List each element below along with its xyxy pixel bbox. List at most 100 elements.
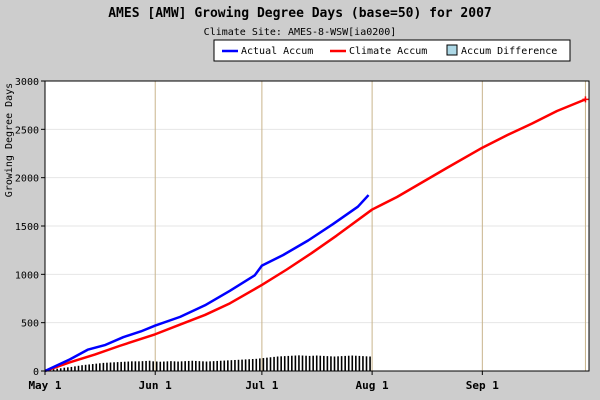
- difference-bar: [195, 360, 197, 371]
- difference-bar: [106, 362, 108, 371]
- difference-bar: [187, 360, 190, 371]
- x-tick-label: Aug 1: [356, 379, 389, 392]
- difference-bar: [91, 364, 94, 371]
- difference-bar: [355, 355, 357, 371]
- difference-bar: [81, 365, 83, 371]
- difference-bar: [301, 355, 304, 371]
- difference-bar: [283, 356, 286, 371]
- legend-label-climate: Climate Accum: [349, 46, 427, 57]
- y-tick-label: 3000: [15, 77, 39, 88]
- difference-bar: [63, 367, 66, 371]
- difference-bar: [216, 360, 218, 371]
- difference-bar: [266, 357, 268, 371]
- difference-bar: [56, 368, 58, 371]
- difference-bar: [315, 355, 318, 371]
- difference-bar: [152, 361, 154, 371]
- difference-bar: [287, 355, 290, 371]
- difference-bar: [255, 358, 258, 371]
- difference-bar: [369, 356, 371, 371]
- difference-bars: [45, 355, 371, 371]
- difference-bar: [180, 361, 183, 371]
- y-tick-label: 1500: [15, 222, 39, 233]
- difference-bar: [191, 360, 194, 371]
- x-tick-label: Jul 1: [245, 379, 278, 392]
- legend-box: [213, 39, 571, 62]
- y-tick-label: 1000: [15, 270, 39, 281]
- difference-bar: [319, 355, 322, 371]
- difference-bar: [52, 369, 55, 371]
- difference-bar: [337, 356, 339, 371]
- difference-bar: [109, 362, 112, 371]
- difference-bar: [141, 361, 144, 371]
- difference-bar: [326, 356, 329, 371]
- difference-bar: [120, 361, 122, 371]
- difference-bar: [84, 364, 87, 371]
- difference-bar: [347, 355, 350, 371]
- difference-bar: [276, 356, 279, 371]
- difference-bar: [77, 365, 80, 371]
- actual-accum-line: [44, 194, 370, 373]
- difference-bar: [351, 355, 354, 371]
- difference-bar: [177, 361, 179, 371]
- difference-bar: [74, 366, 76, 371]
- difference-bar: [166, 361, 169, 371]
- difference-bar: [340, 356, 343, 371]
- difference-bar: [145, 360, 147, 371]
- difference-bar: [362, 356, 364, 371]
- difference-bar: [209, 361, 211, 371]
- difference-bar: [234, 359, 236, 371]
- difference-bar: [127, 361, 130, 371]
- difference-bar: [198, 361, 201, 371]
- difference-bar: [312, 355, 314, 371]
- x-tick-label: Jun 1: [139, 379, 172, 392]
- difference-bar: [170, 361, 172, 371]
- difference-bar: [269, 357, 272, 371]
- climate-accum-line: [44, 98, 586, 373]
- difference-bar: [323, 355, 325, 371]
- difference-bar: [138, 361, 140, 371]
- difference-bar: [134, 361, 137, 371]
- difference-bar: [273, 356, 275, 371]
- y-tick-label: 0: [33, 367, 39, 378]
- difference-bar: [159, 361, 162, 371]
- difference-bar: [358, 355, 361, 371]
- difference-bar: [184, 361, 186, 371]
- difference-bar: [291, 355, 293, 371]
- difference-bar: [95, 363, 98, 371]
- difference-bar: [259, 358, 261, 371]
- legend-label-difference: Accum Difference: [461, 46, 557, 57]
- legend-label-actual: Actual Accum: [241, 46, 313, 57]
- difference-bar: [294, 355, 297, 371]
- difference-bar: [113, 362, 115, 371]
- difference-bar: [116, 362, 119, 371]
- grid: [45, 81, 589, 371]
- difference-bar: [148, 360, 151, 371]
- difference-bar: [330, 356, 332, 371]
- difference-bar: [67, 367, 69, 371]
- difference-bar: [227, 360, 229, 371]
- difference-bar: [212, 361, 215, 371]
- difference-bar: [70, 366, 73, 371]
- difference-bar: [205, 361, 208, 371]
- difference-bar: [123, 361, 126, 371]
- difference-bar: [305, 355, 307, 371]
- difference-bar: [230, 360, 233, 371]
- difference-bar: [308, 355, 311, 371]
- difference-bar: [88, 364, 90, 371]
- legend: Actual Accum Climate Accum Accum Differe…: [213, 39, 571, 62]
- difference-bar: [298, 355, 300, 371]
- difference-bar: [365, 356, 368, 371]
- difference-bar: [344, 355, 346, 371]
- difference-bar: [59, 368, 62, 371]
- difference-bar: [244, 359, 247, 371]
- difference-bar: [163, 361, 165, 371]
- difference-bar: [241, 359, 243, 371]
- difference-bar: [102, 362, 105, 371]
- y-tick-label: 2000: [15, 174, 39, 185]
- y-axis-label: Growing Degree Days: [4, 83, 15, 197]
- difference-bar: [251, 359, 254, 371]
- difference-bar: [99, 363, 101, 371]
- x-tick-label: May 1: [28, 379, 61, 392]
